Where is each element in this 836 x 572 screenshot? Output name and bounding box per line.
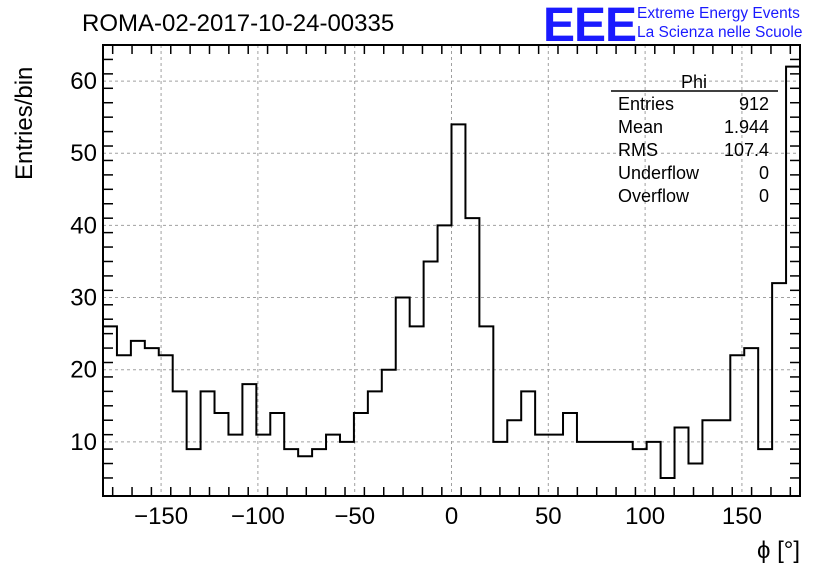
x-tick-label-1: −100	[231, 503, 285, 530]
stats-label-mean: Mean	[618, 117, 663, 137]
chart-title: ROMA-02-2017-10-24-00335	[82, 10, 395, 37]
x-tick-label-2: −50	[334, 503, 375, 530]
y-tick-label-3: 40	[70, 212, 97, 239]
logo-line-1: Extreme Energy Events	[637, 5, 800, 22]
plot-border	[102, 44, 801, 497]
x-tick-label-4: 50	[535, 503, 562, 530]
y-axis-label: Entries/bin	[11, 67, 38, 180]
stats-label-underflow: Underflow	[618, 163, 700, 183]
stats-value-rms: 107.4	[724, 140, 769, 160]
stats-value-underflow: 0	[759, 163, 769, 183]
plot-frame	[102, 44, 801, 497]
stats-label-rms: RMS	[618, 140, 658, 160]
x-tick-label-0: −150	[134, 503, 188, 530]
y-tick-label-2: 30	[70, 285, 97, 312]
axis-ticks	[103, 44, 800, 496]
stats-label-entries: Entries	[618, 94, 674, 114]
logo-caption: Extreme Energy Events La Scienza nelle S…	[637, 4, 802, 42]
x-tick-label-3: 0	[445, 503, 458, 530]
eee-logo: EEE	[543, 0, 637, 52]
tick-labels: −150 −100 −50 0 50 100 150 10 20 30 40 50 60	[70, 68, 762, 530]
stats-box-title: Phi	[681, 72, 707, 92]
histogram-line	[103, 65, 800, 479]
y-tick-label-0: 10	[70, 429, 97, 456]
y-tick-label-5: 60	[70, 68, 97, 95]
stats-value-overflow: 0	[759, 186, 769, 206]
stats-box: Phi Entries 912 Mean 1.944 RMS 107.4 Und…	[611, 72, 778, 206]
x-axis-label: ϕ [°]	[757, 537, 800, 564]
stats-label-overflow: Overflow	[618, 186, 690, 206]
grid-lines	[103, 45, 800, 496]
stats-value-entries: 912	[739, 94, 769, 114]
logo-line-2: La Scienza nelle Scuole	[637, 24, 803, 41]
stats-value-mean: 1.944	[724, 117, 769, 137]
y-tick-label-4: 50	[70, 140, 97, 167]
x-tick-label-5: 100	[625, 503, 665, 530]
y-tick-label-1: 20	[70, 357, 97, 384]
x-tick-label-6: 150	[722, 503, 762, 530]
